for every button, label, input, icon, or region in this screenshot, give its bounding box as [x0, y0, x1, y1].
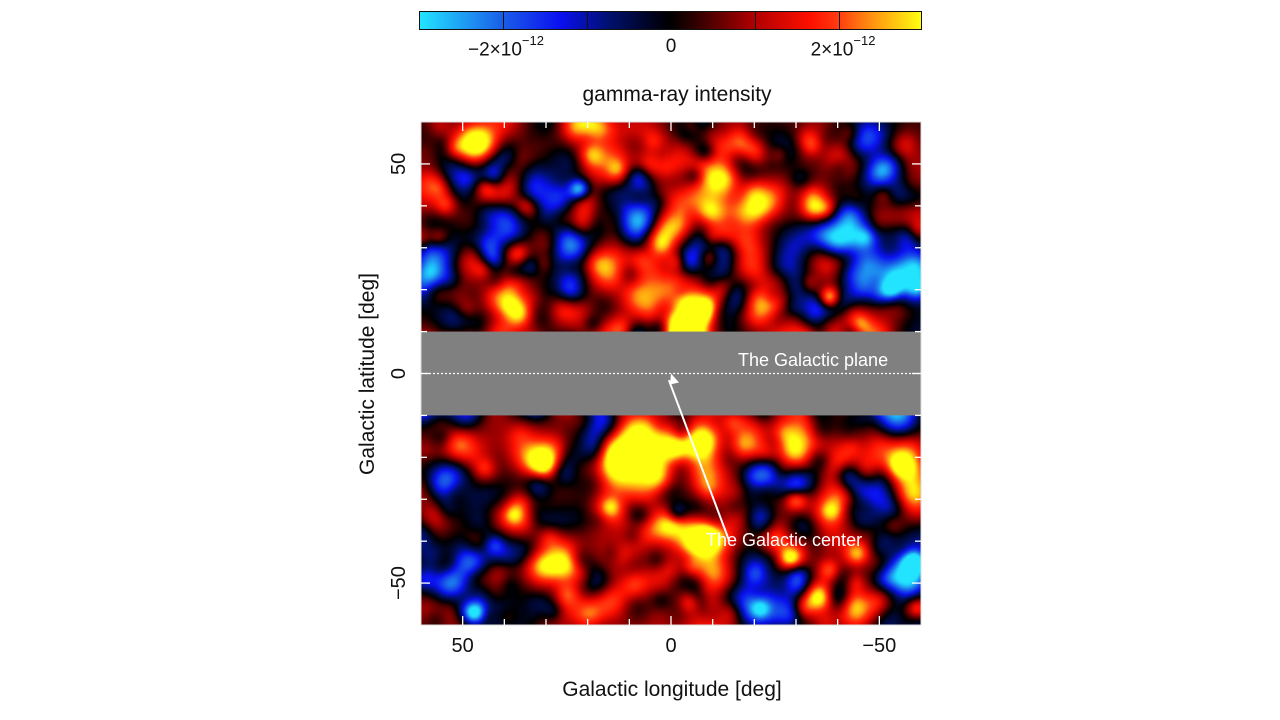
y-tick-label: −50 — [388, 566, 410, 600]
colorbar-tick-label: 2×10−12 — [810, 33, 876, 61]
galactic-plane-label: The Galactic plane — [738, 350, 889, 370]
y-tick-label: 50 — [388, 153, 410, 175]
x-tick-label: −50 — [862, 635, 896, 657]
colorbar-divider — [587, 12, 588, 29]
x-tick-label: 0 — [665, 635, 676, 657]
colorbar-divider — [503, 12, 504, 29]
colorbar-tick-label: 0 — [665, 36, 677, 57]
y-tick-label: 0 — [388, 368, 410, 379]
y-axis-label: Galactic latitude [deg] — [356, 273, 379, 475]
colorbar-divider — [839, 12, 840, 29]
galactic-center-arrow — [667, 379, 731, 542]
galactic-center-label: The Galactic center — [706, 530, 863, 550]
colorbar-tick-label: −2×10−12 — [468, 33, 544, 61]
colorbar — [419, 11, 922, 30]
x-tick-label: 50 — [452, 635, 474, 657]
colorbar-divider — [755, 12, 756, 29]
arrow-head-icon — [670, 373, 679, 385]
x-axis-label: Galactic longitude [deg] — [562, 678, 782, 701]
colorbar-label: gamma-ray intensity — [582, 83, 772, 106]
